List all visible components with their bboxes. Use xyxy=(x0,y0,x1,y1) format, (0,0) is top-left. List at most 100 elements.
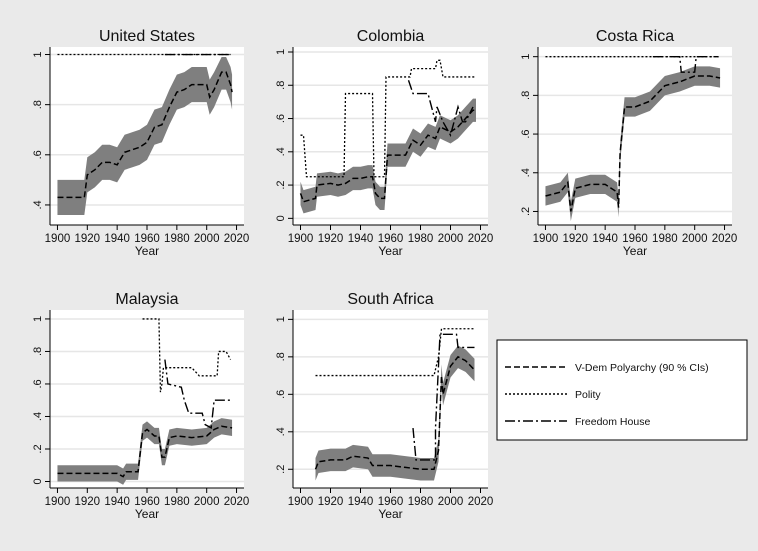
legend-box xyxy=(496,339,748,441)
y-tick-label: .8 xyxy=(275,81,287,90)
x-tick-label: 2020 xyxy=(224,233,250,245)
y-tick-label: .6 xyxy=(275,114,287,123)
polity-line xyxy=(315,328,475,377)
x-tick-label: 1920 xyxy=(318,233,344,245)
y-tick-label: 0 xyxy=(32,478,44,484)
x-tick-label: 1980 xyxy=(408,496,434,508)
x-axis-label: Year xyxy=(623,244,647,258)
panel-title: South Africa xyxy=(347,291,433,308)
x-tick-label: 1920 xyxy=(75,233,101,245)
vdem-line xyxy=(57,71,233,199)
y-tick-label: 1 xyxy=(275,49,287,55)
x-tick-label: 1900 xyxy=(288,496,314,508)
y-tick-label: .6 xyxy=(275,390,287,399)
x-tick-label: 2000 xyxy=(438,496,464,508)
x-axis-label: Year xyxy=(378,244,402,258)
y-tick-label: .4 xyxy=(275,147,287,156)
panel-united-states: United States .4 .6 .8 1 1900 1920 1940 1960 1980… xyxy=(32,28,249,258)
freedom-house-line xyxy=(652,55,719,73)
x-tick-label: 1920 xyxy=(75,496,101,508)
x-tick-label: 1940 xyxy=(104,233,130,245)
x-tick-label: 2020 xyxy=(712,233,738,245)
x-tick-label: 1960 xyxy=(134,496,160,508)
y-tick-label: 1 xyxy=(32,51,44,57)
polity-line xyxy=(142,318,232,393)
x-tick-label: 1940 xyxy=(348,496,374,508)
x-tick-label: 1960 xyxy=(622,233,648,245)
y-tick-label: 1 xyxy=(32,316,44,322)
panel-costa-rica: Costa Rica .2 .4 .6 .8 1 1900 1920 1940 1960 1980 2… xyxy=(520,28,737,258)
x-tick-label: 1960 xyxy=(134,233,160,245)
legend-label: Freedom House xyxy=(575,416,650,428)
x-tick-label: 1980 xyxy=(164,233,190,245)
panel-title: Malaysia xyxy=(115,291,178,308)
x-tick-label: 1900 xyxy=(288,233,314,245)
vdem-line xyxy=(57,425,233,478)
vdem-line xyxy=(314,355,476,471)
x-tick-label: 2000 xyxy=(194,496,220,508)
panel-title: United States xyxy=(99,28,195,45)
x-tick-label: 2020 xyxy=(224,496,250,508)
x-tick-label: 1940 xyxy=(104,496,130,508)
legend: V-Dem Polyarchy (90 % CIs) Polity Freedom … xyxy=(496,339,748,441)
vdem-line xyxy=(545,75,721,212)
legend-label: Polity xyxy=(575,389,601,401)
y-tick-label: .2 xyxy=(32,444,44,453)
y-tick-label: 1 xyxy=(520,54,532,60)
x-tick-label: 1900 xyxy=(45,233,71,245)
y-tick-label: .4 xyxy=(32,412,44,421)
y-tick-label: .6 xyxy=(32,379,44,388)
x-tick-label: 2000 xyxy=(194,233,220,245)
x-tick-label: 2020 xyxy=(468,496,494,508)
y-tick-label: .6 xyxy=(32,150,44,159)
x-tick-label: 1900 xyxy=(533,233,559,245)
legend-label: V-Dem Polyarchy (90 % CIs) xyxy=(575,362,709,374)
y-tick-label: .4 xyxy=(275,427,287,436)
panel-title: Costa Rica xyxy=(596,28,674,45)
x-tick-label: 2000 xyxy=(682,233,708,245)
y-tick-label: .2 xyxy=(275,180,287,189)
x-tick-label: 1920 xyxy=(563,233,589,245)
y-tick-label: .2 xyxy=(520,207,532,216)
y-tick-label: 1 xyxy=(275,316,287,322)
x-tick-label: 1900 xyxy=(45,496,71,508)
panel-south-africa: South Africa .2 .4 .6 .8 1 1900 1920 1940 1960 198… xyxy=(275,291,493,521)
y-tick-label: .6 xyxy=(520,129,532,138)
x-tick-label: 1980 xyxy=(408,233,434,245)
panel-colombia: Colombia 0 .2 .4 .6 .8 1 1900 1920 1940 1960 1980 20… xyxy=(275,28,493,258)
vdem-ci-band xyxy=(57,418,233,485)
vdem-ci-band xyxy=(315,345,475,481)
x-tick-label: 1980 xyxy=(652,233,678,245)
freedom-house-line xyxy=(164,359,231,429)
freedom-house-line xyxy=(407,80,474,138)
y-tick-label: .4 xyxy=(32,200,44,209)
x-tick-label: 1980 xyxy=(164,496,190,508)
y-tick-label: .8 xyxy=(275,352,287,361)
x-tick-label: 1960 xyxy=(378,496,404,508)
vdem-ci-band xyxy=(57,57,233,215)
polity-line xyxy=(300,59,475,178)
x-tick-label: 1940 xyxy=(348,233,374,245)
x-axis-label: Year xyxy=(135,507,159,521)
x-axis-label: Year xyxy=(135,244,159,258)
x-tick-label: 2020 xyxy=(468,233,494,245)
y-tick-label: 0 xyxy=(275,215,287,221)
x-tick-label: 1960 xyxy=(378,233,404,245)
vdem-ci-band xyxy=(300,98,476,214)
vdem-ci-band xyxy=(545,66,721,222)
panel-title: Colombia xyxy=(357,28,425,45)
x-tick-label: 1940 xyxy=(592,233,618,245)
y-tick-label: .8 xyxy=(32,100,44,109)
y-tick-label: .2 xyxy=(275,465,287,474)
freedom-house-line xyxy=(412,333,475,461)
y-tick-label: .8 xyxy=(32,347,44,356)
x-tick-label: 2000 xyxy=(438,233,464,245)
x-tick-label: 1920 xyxy=(318,496,344,508)
x-axis-label: Year xyxy=(378,507,402,521)
y-tick-label: .8 xyxy=(520,91,532,100)
panel-malaysia: Malaysia 0 .2 .4 .6 .8 1 1900 1920 1940 1960 1980 20… xyxy=(32,291,249,521)
plot-area xyxy=(50,310,244,488)
y-tick-label: .4 xyxy=(520,168,532,177)
